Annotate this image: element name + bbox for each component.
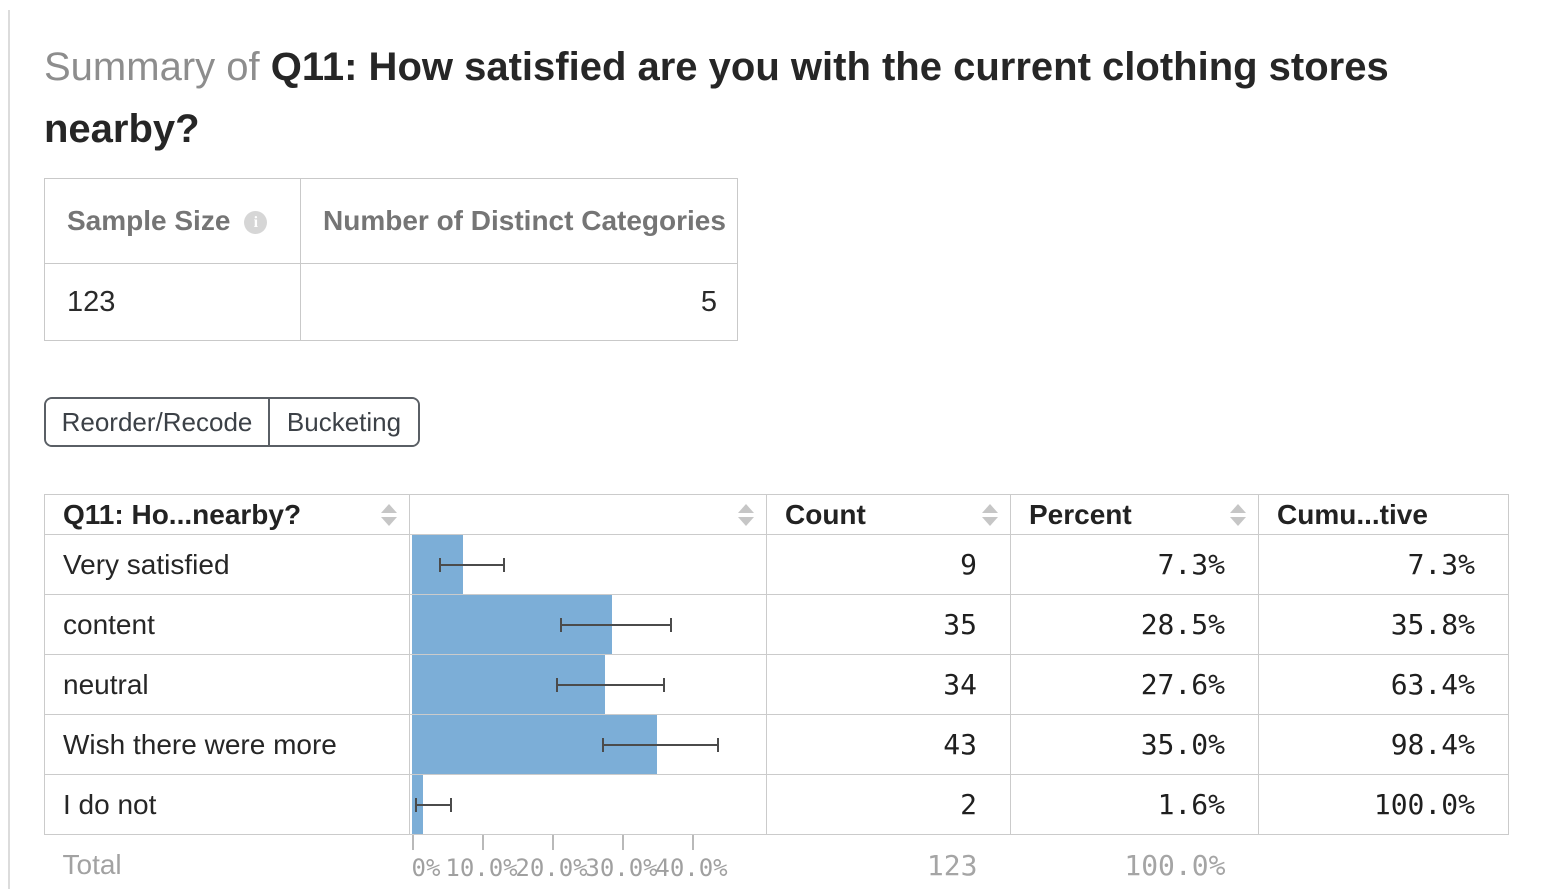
cumulative-cell: 35.8% — [1259, 595, 1509, 655]
bar-chart-cell — [410, 715, 767, 775]
axis-tick — [482, 835, 484, 850]
error-bar — [602, 744, 720, 746]
cumulative-cell: 63.4% — [1259, 655, 1509, 715]
sample-size-header-label: Sample Size — [67, 205, 230, 236]
sort-icon — [1230, 504, 1246, 526]
sort-icon — [381, 504, 397, 526]
percent-cell: 28.5% — [1011, 595, 1259, 655]
row-label: content — [45, 595, 410, 655]
cumulative-cell: 7.3% — [1259, 535, 1509, 595]
total-label: Total — [45, 835, 410, 895]
total-percent: 100.0% — [1011, 835, 1259, 895]
bar-chart-cell — [410, 595, 767, 655]
table-row: Wish there were more 43 35.0% 98.4% — [45, 715, 1509, 775]
table-row: neutral 34 27.6% 63.4% — [45, 655, 1509, 715]
table-row: content 35 28.5% 35.8% — [45, 595, 1509, 655]
count-cell: 9 — [767, 535, 1011, 595]
column-header-question-label: Q11: Ho...nearby? — [63, 499, 301, 531]
percent-cell: 1.6% — [1011, 775, 1259, 835]
column-header-percent-label: Percent — [1029, 499, 1132, 531]
reorder-recode-button[interactable]: Reorder/Recode — [46, 399, 268, 445]
frequency-table-header-row: Q11: Ho...nearby? Count — [45, 495, 1509, 535]
bar-chart-cell — [410, 655, 767, 715]
column-header-question[interactable]: Q11: Ho...nearby? — [45, 495, 410, 535]
row-label: Very satisfied — [45, 535, 410, 595]
bar-chart-cell — [410, 775, 767, 835]
axis-tick — [622, 835, 624, 850]
total-cumulative-empty — [1259, 835, 1509, 895]
bucketing-button[interactable]: Bucketing — [268, 399, 418, 445]
cumulative-cell: 100.0% — [1259, 775, 1509, 835]
sort-icon — [738, 504, 754, 526]
table-action-button-group: Reorder/Recode Bucketing — [44, 397, 420, 447]
sample-size-value: 123 — [45, 264, 301, 341]
axis-tick-label: 40.0% — [655, 854, 727, 882]
page-left-rule — [8, 10, 10, 889]
column-header-count[interactable]: Count — [767, 495, 1011, 535]
axis-tick — [412, 835, 414, 850]
percent-cell: 7.3% — [1011, 535, 1259, 595]
percent-cell: 27.6% — [1011, 655, 1259, 715]
sample-size-header: Sample Size — [45, 179, 301, 264]
row-label: Wish there were more — [45, 715, 410, 775]
table-row: Very satisfied 9 7.3% 7.3% — [45, 535, 1509, 595]
total-row: Total 0.0% 10.0% 20.0% 30.0% 40.0% 123 1… — [45, 835, 1509, 895]
table-row: I do not 2 1.6% 100.0% — [45, 775, 1509, 835]
axis-tick-label: 0.0% — [410, 854, 441, 882]
column-header-cumulative[interactable]: Cumu...tive — [1259, 495, 1509, 535]
axis-tick — [552, 835, 554, 850]
count-cell: 43 — [767, 715, 1011, 775]
column-header-count-label: Count — [785, 499, 866, 531]
column-header-chart[interactable] — [410, 495, 767, 535]
info-icon[interactable] — [244, 211, 267, 234]
distinct-categories-header: Number of Distinct Categories — [301, 179, 738, 264]
bar-chart-cell — [410, 535, 767, 595]
percent-cell: 35.0% — [1011, 715, 1259, 775]
error-bar — [560, 624, 671, 626]
column-header-percent[interactable]: Percent — [1011, 495, 1259, 535]
count-cell: 34 — [767, 655, 1011, 715]
count-cell: 2 — [767, 775, 1011, 835]
row-label: neutral — [45, 655, 410, 715]
frequency-table: Q11: Ho...nearby? Count — [44, 494, 1509, 895]
frequency-table-wrap: Q11: Ho...nearby? Count — [44, 494, 1548, 895]
count-cell: 35 — [767, 595, 1011, 655]
axis-tick-label: 20.0% — [515, 854, 587, 882]
axis-tick-label: 10.0% — [445, 854, 517, 882]
row-label: I do not — [45, 775, 410, 835]
sample-size-table: Sample Size Number of Distinct Categorie… — [44, 178, 738, 341]
page-title: Summary of Q11: How satisfied are you wi… — [44, 36, 1444, 160]
axis-tick-label: 30.0% — [585, 854, 657, 882]
error-bar — [556, 684, 666, 686]
sort-icon — [982, 504, 998, 526]
distinct-categories-value: 5 — [301, 264, 738, 341]
cumulative-cell: 98.4% — [1259, 715, 1509, 775]
axis-tick — [692, 835, 694, 850]
error-bar — [439, 564, 505, 566]
x-axis: 0.0% 10.0% 20.0% 30.0% 40.0% — [410, 835, 767, 895]
total-count: 123 — [767, 835, 1011, 895]
column-header-cumulative-label: Cumu...tive — [1277, 499, 1428, 530]
title-prefix: Summary of — [44, 45, 271, 89]
error-bar — [415, 804, 452, 806]
